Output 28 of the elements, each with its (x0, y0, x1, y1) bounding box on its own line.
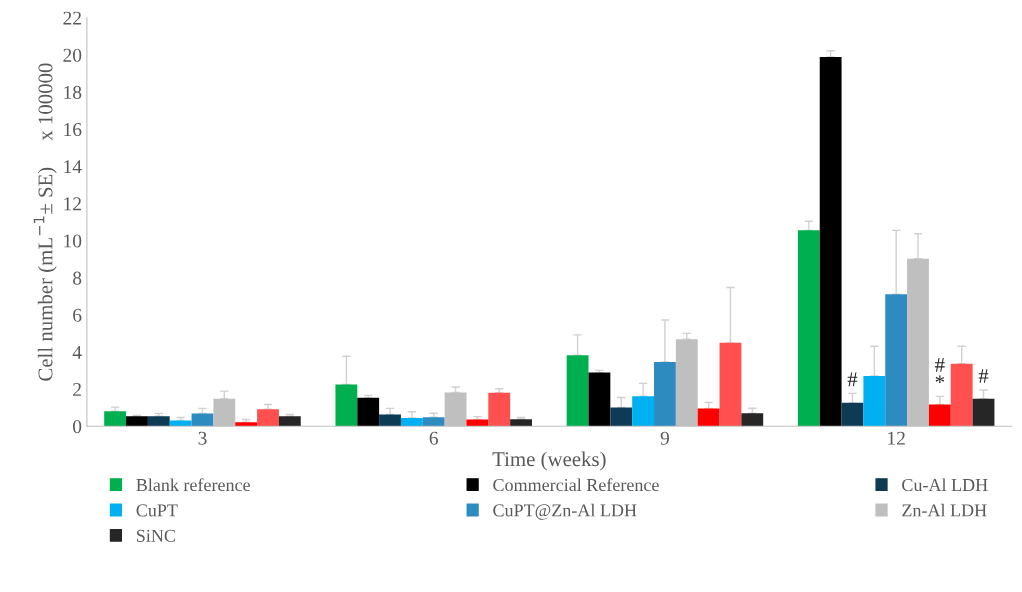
legend-label: Blank reference (136, 478, 250, 492)
y-tick-label: 18 (64, 85, 82, 99)
y-tick-label: 10 (64, 234, 82, 248)
data-label: # (847, 372, 858, 387)
legend-label: Commercial Reference (493, 478, 659, 492)
y-tick-label: 14 (64, 160, 82, 174)
data-label: # * (935, 358, 945, 384)
legend-label: Zn-Al LDH (902, 503, 987, 517)
y-tick-label: 0 (73, 420, 82, 434)
legend-label: CuPT@Zn-Al LDH (493, 503, 637, 520)
y-tick-label: 4 (72, 345, 82, 359)
data-label: # (978, 369, 989, 383)
x-tick-label: 6 (429, 431, 438, 445)
y-tick-label: 12 (64, 197, 81, 211)
y-tick-label: 20 (63, 48, 82, 62)
x-tick-label: 12 (888, 431, 905, 445)
y-tick-label: 22 (63, 11, 81, 25)
y-tick-label: 16 (64, 123, 82, 137)
y-tick-label: 2 (73, 382, 81, 396)
x-tick-label: 9 (660, 431, 669, 445)
legend-label: Cu-Al LDH (902, 478, 988, 492)
y-tick-label: 8 (73, 271, 82, 285)
x-tick-label: 3 (198, 431, 207, 445)
legend-label: CuPT (136, 504, 178, 517)
x-axis-title: Time (weeks) (492, 451, 606, 471)
y-axis-title: Cell number (mL$^{−1}$± SE) x 100000 (33, 63, 57, 381)
y-tick-label: 6 (73, 308, 82, 322)
legend-label: SiNC (136, 529, 175, 542)
